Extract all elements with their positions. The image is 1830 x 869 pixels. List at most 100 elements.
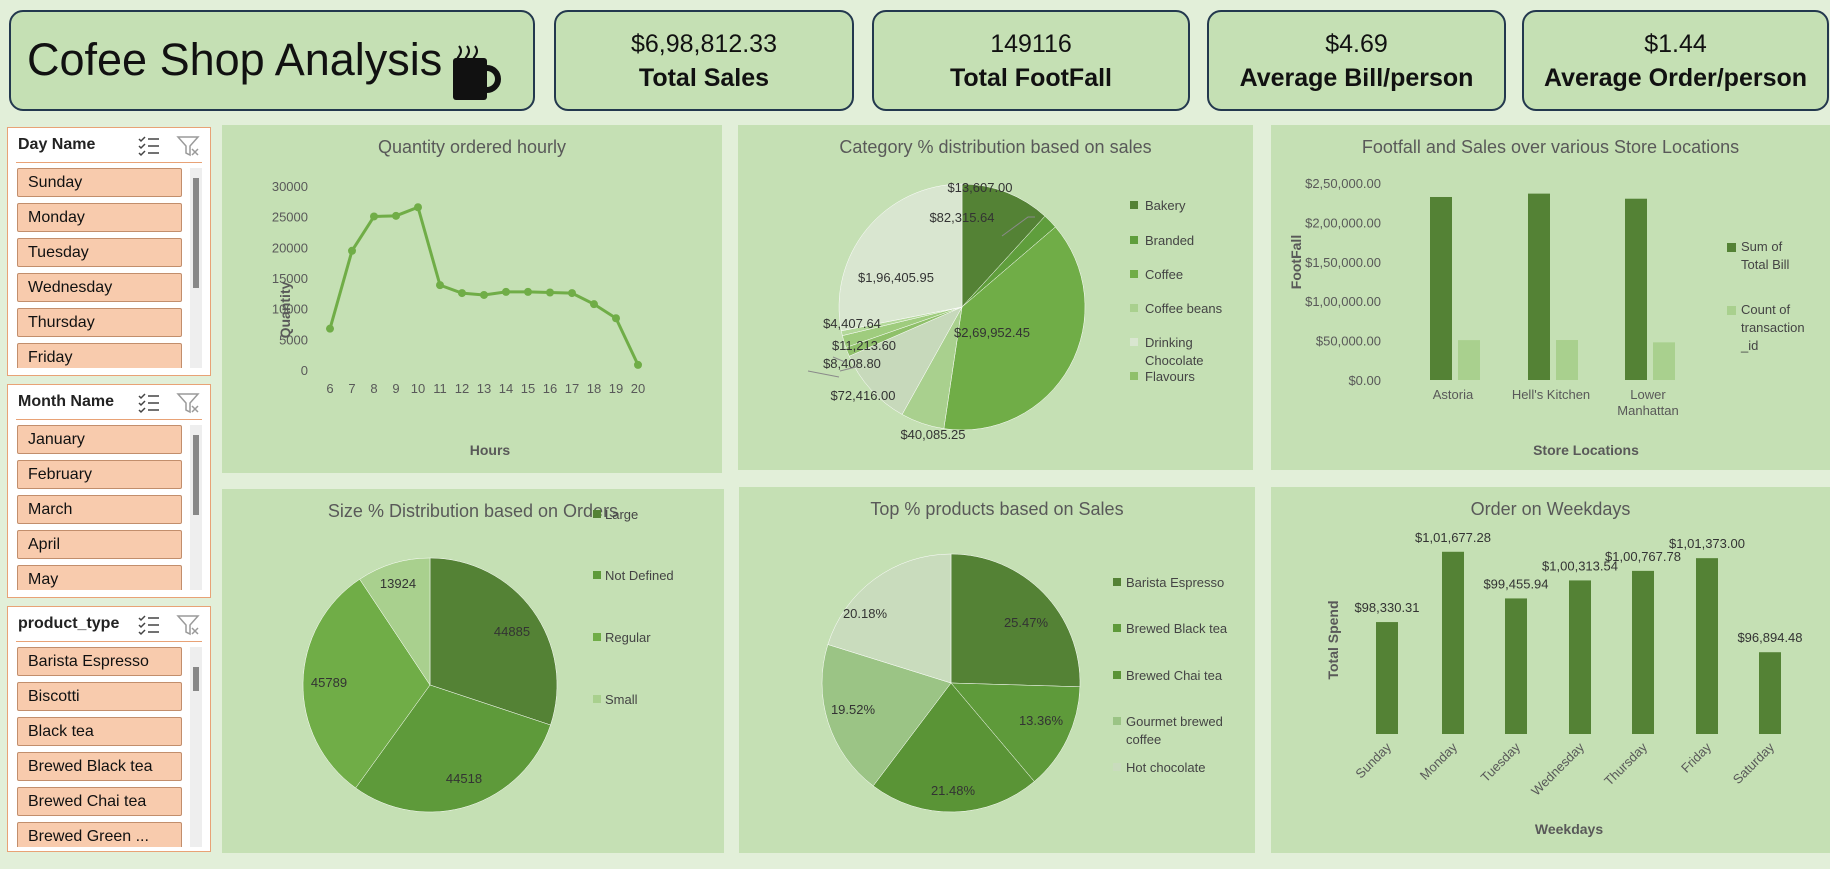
pie-slice (821, 644, 952, 787)
pie-chart: 25.47% 13.36% 21.48% 19.52% 20.18% Barista Es… (821, 553, 1228, 813)
slicer-item[interactable]: Brewed Black tea (17, 752, 182, 781)
bar (1653, 342, 1675, 380)
kpi-total-footfall: 149116 Total FootFall (872, 10, 1190, 111)
data-label: $8,408.80 (823, 356, 881, 371)
slicer-item[interactable]: Brewed Green ... (17, 822, 182, 847)
clear-filter-icon[interactable] (176, 390, 202, 416)
slicer-items: Barista Espresso Biscotti Black tea Brew… (17, 647, 182, 847)
x-tick-label: Sunday (1352, 739, 1394, 781)
legend-label: coffee (1126, 732, 1161, 747)
scrollbar-thumb[interactable] (193, 178, 199, 288)
bar (1632, 570, 1654, 734)
slicer-item[interactable]: Friday (17, 343, 182, 368)
slicer-items: January February March April May (17, 425, 182, 590)
y-tick-label: $1,00,000.00 (1305, 294, 1381, 309)
slicer-item[interactable]: April (17, 530, 182, 559)
x-tick-label: Hell's Kitchen (1512, 387, 1590, 402)
scrollbar-thumb[interactable] (193, 667, 199, 691)
slicer-item[interactable]: Thursday (17, 308, 182, 337)
legend-swatch (1130, 270, 1138, 278)
data-label: 45789 (311, 675, 347, 690)
x-tick-label: 19 (609, 381, 623, 396)
bar (1569, 580, 1591, 734)
x-tick-label: 11 (433, 381, 447, 396)
slicer-scrollbar[interactable] (190, 425, 202, 590)
data-label: 44518 (446, 771, 482, 786)
slicer-title: Day Name (18, 136, 96, 153)
multi-select-icon[interactable] (136, 612, 162, 638)
data-label: 13.36% (1019, 713, 1064, 728)
slicer-scrollbar[interactable] (190, 647, 202, 847)
slicer-item[interactable]: February (17, 460, 182, 489)
legend-swatch (593, 695, 601, 703)
slicer-item[interactable]: Biscotti (17, 682, 182, 711)
legend-label: Branded (1145, 233, 1194, 248)
panel-top-products: Top % products based on Sales 25.47% 13.3… (739, 487, 1255, 853)
chart-title: Quantity ordered hourly (377, 137, 567, 157)
multi-select-icon[interactable] (136, 133, 162, 159)
pie-slice (838, 183, 963, 332)
data-label: $1,00,313.54 (1542, 558, 1618, 573)
y-tick-label: 25000 (272, 210, 308, 225)
legend-swatch (1130, 236, 1138, 244)
slicer-item[interactable]: Brewed Chai tea (17, 787, 182, 816)
x-tick-label: Lower (1630, 387, 1666, 402)
legend-label: _id (1740, 338, 1758, 353)
kpi-total-sales: $6,98,812.33 Total Sales (554, 10, 854, 111)
slicer-item[interactable]: Black tea (17, 717, 182, 746)
legend-label: Large (605, 507, 638, 522)
bar (1556, 340, 1578, 380)
pie-slice (943, 226, 1086, 431)
x-tick-label: Manhattan (1617, 403, 1678, 418)
x-tick-label: 17 (565, 381, 579, 396)
multi-select-icon[interactable] (136, 390, 162, 416)
x-tick-label: Wednesday (1528, 739, 1587, 798)
pie-slice (359, 557, 431, 686)
clear-filter-icon[interactable] (176, 612, 202, 638)
legend-label: Regular (605, 630, 651, 645)
legend-swatch (593, 633, 601, 641)
y-axis-title: FootFall (1288, 235, 1304, 289)
slicer-item[interactable]: March (17, 495, 182, 524)
line-chart: 30000 25000 20000 15000 10000 5000 0 6 7 8 9 10 11 12… (272, 179, 645, 458)
legend-label: Small (605, 692, 638, 707)
slicer-scrollbar[interactable] (190, 168, 202, 368)
slicer-item[interactable]: May (17, 565, 182, 590)
legend-label: Chocolate (1145, 353, 1204, 368)
data-point (524, 287, 532, 296)
legend-label: Brewed Chai tea (1126, 668, 1223, 683)
clear-filter-icon[interactable] (176, 133, 202, 159)
slicer-item[interactable]: Tuesday (17, 238, 182, 267)
plot-group: $98,330.31 Sunday $1,01,677.28 Monday $99,45… (1325, 530, 1803, 837)
pie-slice (355, 684, 551, 813)
bar (1528, 193, 1550, 380)
legend-swatch (1130, 338, 1138, 346)
x-tick-label: 15 (521, 381, 535, 396)
leader-line (1001, 216, 1035, 237)
bar (1759, 652, 1781, 734)
coffee-mug-icon (453, 45, 501, 100)
bar (1625, 198, 1647, 380)
chart-title: Top % products based on Sales (870, 499, 1124, 519)
chart-title: Category % distribution based on sales (839, 137, 1152, 157)
kpi-label: Average Bill/person (1239, 64, 1474, 92)
legend-swatch (593, 510, 601, 518)
legend-swatch (593, 571, 601, 579)
slicer-item[interactable]: January (17, 425, 182, 454)
scrollbar-thumb[interactable] (193, 435, 199, 515)
slicer-day-name: Day Name Sunday Monday Tuesday Wednesday… (7, 127, 211, 376)
data-label: $1,01,677.28 (1415, 530, 1491, 545)
slicer-item[interactable]: Wednesday (17, 273, 182, 302)
pie-slice (950, 682, 1081, 782)
data-label: $1,01,373.00 (1669, 536, 1745, 551)
slicer-item[interactable]: Sunday (17, 168, 182, 197)
y-axis-title: Quantity (277, 281, 293, 338)
kpi-value: 149116 (990, 30, 1072, 58)
legend-label: Count of (1741, 302, 1791, 317)
legend-swatch (1727, 306, 1736, 315)
chart-title: Footfall and Sales over various Store Lo… (1361, 137, 1740, 157)
slicer-item[interactable]: Barista Espresso (17, 647, 182, 676)
slicer-item[interactable]: Monday (17, 203, 182, 232)
data-label: $98,330.31 (1354, 600, 1419, 615)
y-axis-title: Total Spend (1325, 600, 1341, 679)
